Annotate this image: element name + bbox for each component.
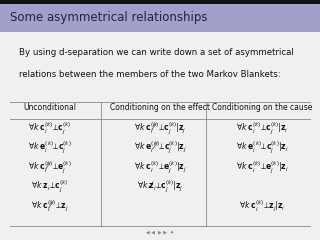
- Text: Conditioning on the effect: Conditioning on the effect: [110, 103, 210, 112]
- Text: relations between the members of the two Markov Blankets:: relations between the members of the two…: [19, 70, 281, 79]
- Text: $\forall k\;\mathbf{c}_i^{(k)}\!\perp\!\mathbf{z}_j|\mathbf{z}_i$: $\forall k\;\mathbf{c}_i^{(k)}\!\perp\!\…: [239, 199, 286, 214]
- Text: $\forall k\;\mathbf{c}_i^{(k)}\!\not\perp\!\mathbf{z}_j$: $\forall k\;\mathbf{c}_i^{(k)}\!\not\per…: [31, 199, 68, 214]
- Text: $\forall k\;\mathbf{c}_i^{(k)}\!\perp\!\mathbf{e}_j^{(k)}|\mathbf{z}_j$: $\forall k\;\mathbf{c}_i^{(k)}\!\perp\!\…: [133, 160, 187, 176]
- Text: $\forall k\;\mathbf{e}_i^{(k)}\!\not\perp\!\mathbf{c}_j^{(k)}|\mathbf{z}_j$: $\forall k\;\mathbf{e}_i^{(k)}\!\not\per…: [133, 140, 187, 156]
- Text: $\forall k\;\mathbf{e}_i^{(k)}\!\perp\!\mathbf{c}_j^{(k)}$: $\forall k\;\mathbf{e}_i^{(k)}\!\perp\!\…: [28, 140, 71, 156]
- Text: Some asymmetrical relationships: Some asymmetrical relationships: [10, 11, 207, 24]
- Text: Unconditional: Unconditional: [23, 103, 76, 112]
- Text: $\forall k\;\mathbf{z}_i\!\perp\!\mathbf{c}_j^{(k)}$: $\forall k\;\mathbf{z}_i\!\perp\!\mathbf…: [31, 179, 68, 195]
- Text: $\forall k\;\mathbf{c}_i^{(k)}\!\perp\!\mathbf{c}_j^{(k)}|\mathbf{z}_i$: $\forall k\;\mathbf{c}_i^{(k)}\!\perp\!\…: [236, 121, 289, 137]
- Text: $\forall k\;\mathbf{c}_i^{(k)}\!\not\perp\!\mathbf{e}_j^{(k)}$: $\forall k\;\mathbf{c}_i^{(k)}\!\not\per…: [28, 160, 71, 176]
- Bar: [0, 0, 320, 4]
- Text: $\forall k\;\mathbf{e}_i^{(k)}\!\perp\!\mathbf{c}_j^{(k)}|\mathbf{z}_i$: $\forall k\;\mathbf{e}_i^{(k)}\!\perp\!\…: [236, 140, 289, 156]
- Text: Conditioning on the cause: Conditioning on the cause: [212, 103, 313, 112]
- Text: By using d-separation we can write down a set of asymmetrical: By using d-separation we can write down …: [19, 48, 294, 57]
- Bar: [0, 4, 320, 32]
- Text: $\forall k\;\mathbf{c}_i^{(k)}\!\not\perp\!\mathbf{c}_j^{(k)}|\mathbf{z}_j$: $\forall k\;\mathbf{c}_i^{(k)}\!\not\per…: [134, 121, 186, 137]
- Text: $\forall k\;\mathbf{z}_i\!\not\perp\!\mathbf{c}_j^{(k)}|\mathbf{z}_j$: $\forall k\;\mathbf{z}_i\!\not\perp\!\ma…: [137, 179, 183, 195]
- Text: $\forall k\;\mathbf{c}_i^{(k)}\!\perp\!\mathbf{c}_j^{(k)}$: $\forall k\;\mathbf{c}_i^{(k)}\!\perp\!\…: [28, 121, 71, 137]
- Text: $\forall k\;\mathbf{c}_i^{(k)}\!\perp\!\mathbf{e}_j^{(k)}|\mathbf{z}_i$: $\forall k\;\mathbf{c}_i^{(k)}\!\perp\!\…: [236, 160, 289, 176]
- Text: ◀ ◀  ▶ ▶  ✦: ◀ ◀ ▶ ▶ ✦: [146, 230, 174, 235]
